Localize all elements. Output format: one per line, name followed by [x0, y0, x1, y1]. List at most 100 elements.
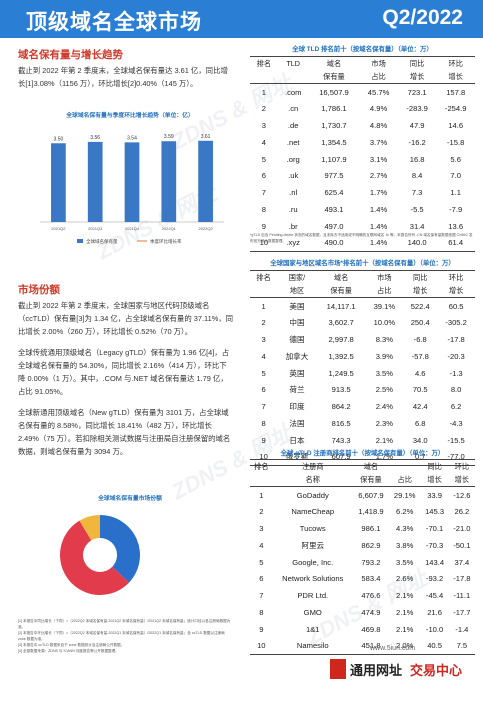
table-cell: -6.8 — [413, 334, 427, 344]
table-cell: 2.1% — [396, 607, 414, 617]
table-cell: 16.8 — [409, 154, 425, 164]
table-cell: 40.5 — [420, 637, 449, 655]
table-cell: 荷兰 — [289, 385, 305, 395]
table-row: 3 Tucows 986.1 4.3% -70.1 -21.0 — [250, 520, 475, 537]
table-cell: 21.6 — [427, 607, 442, 617]
table-cell: 2 — [261, 104, 266, 114]
table-cell: -12.6 — [453, 490, 471, 500]
legend-label: 季度环比增长率 — [150, 238, 182, 245]
bar — [198, 140, 213, 222]
table-header-cell: 排名 — [250, 56, 278, 70]
table-row: 2 .cn 1,786.1 4.9% -283.9 -254.9 — [250, 100, 475, 117]
logo-text: 通用网址 — [350, 663, 402, 678]
table-cell: 14.6 — [448, 120, 464, 130]
table-row: 9 日本 743.3 2.1% 34.0 -15.5 — [250, 432, 475, 449]
table-header-cell: 地区 — [277, 284, 317, 298]
table-cell: 26.2 — [454, 507, 470, 517]
table-row: 1 GoDaddy 6,607.9 29.1% 33.9 -12.6 — [250, 487, 475, 504]
table-cell: 1.4% — [359, 234, 398, 252]
table-cell: 743.3 — [331, 435, 351, 445]
table-cell: -57.8 — [411, 351, 429, 361]
legend-label: 全球域名保有量 — [86, 238, 118, 245]
legend-swatch — [77, 239, 83, 243]
table-header-cell — [277, 70, 309, 84]
table-cell: 4.6 — [414, 368, 426, 378]
table-cell: 5 — [259, 557, 264, 567]
table-cell: 476.6 — [361, 591, 381, 601]
table-cell: 143.4 — [425, 557, 445, 567]
table-cell: 2.6% — [396, 574, 414, 584]
table-cell: 977.5 — [324, 171, 344, 181]
pie-chart-title: 全球域名保有量市场份额 — [98, 496, 162, 502]
table-cell: .uk — [288, 171, 299, 181]
table-cell: -10.0 — [425, 624, 444, 634]
site-logo: 通用网址 交易中心 — [330, 659, 462, 679]
table-row: 2 NameCheap 1,418.9 6.2% 145.3 26.2 — [250, 503, 475, 520]
table-header-cell: 域名 — [352, 459, 389, 473]
table-cell: 14,117.1 — [326, 301, 356, 311]
table-cell: -283.9 — [406, 104, 428, 114]
table-cell: 1&1 — [305, 624, 320, 634]
table-cell: Network Solutions — [282, 574, 344, 584]
table-cell: 2.1% — [396, 624, 414, 634]
table-cell: 10 — [250, 637, 273, 655]
table-cell: 印度 — [289, 402, 305, 412]
table-cell: 986.1 — [361, 523, 381, 533]
table-cell: 4 — [261, 351, 266, 361]
table-header-cell: 环比 — [437, 270, 475, 284]
table-cell: 2.4% — [375, 402, 393, 412]
bar-value-label: 3.54 — [127, 135, 137, 141]
table-cell: 157.8 — [446, 87, 466, 97]
table-cell: 2 — [261, 318, 266, 328]
table-cell: 1 — [261, 87, 266, 97]
table-cell: 3.5% — [396, 557, 414, 567]
table-cell: 2.1% — [396, 591, 414, 601]
table-cell: 9 — [261, 221, 266, 231]
table-cell: 451.8 — [352, 637, 389, 655]
table-cell: 2.1% — [375, 435, 393, 445]
table-cell: 2.3% — [375, 418, 393, 428]
table-cell: 中国 — [289, 318, 305, 328]
footnote: [2] 本报告中环比增长（下同）=（2022Q2 末域名保有量-2022Q1 末… — [18, 631, 225, 641]
pie-slice — [100, 515, 140, 583]
table-row: 1 .com 16,507.9 45.7% 723.1 157.8 — [250, 84, 475, 101]
table-header-cell — [388, 459, 421, 473]
table-header-cell: 同比 — [397, 56, 437, 70]
category-label: 2022Q1 — [162, 226, 177, 231]
bar — [124, 142, 140, 222]
logo-tail: 交易中心 — [410, 663, 462, 678]
table-cell: 469.8 — [361, 624, 381, 634]
section-heading-share: 市场份额 — [18, 284, 60, 296]
table-cell: -70.3 — [425, 540, 444, 550]
new-gtld-paragraph: 全球新通用顶级域名（New gTLD）保有量为 3101 万，占全球域名保有量的… — [18, 408, 231, 456]
pie-slice — [59, 520, 129, 595]
table-row: 8 GMO 474.9 2.1% 21.6 -17.7 — [250, 604, 475, 621]
table-cell: 9 — [261, 435, 266, 445]
table-cell: 8.4 — [411, 171, 423, 181]
table-cell: 加拿大 — [285, 351, 309, 361]
table-cell: 6 — [261, 171, 266, 181]
market-share-pie-chart — [59, 515, 140, 595]
bar-value-label: 3.56 — [90, 135, 100, 141]
table-cell: 862.9 — [361, 540, 381, 550]
table-row: 5 Google, Inc. 793.2 3.5% 143.4 37.4 — [250, 554, 475, 571]
table-cell: 522.4 — [410, 301, 430, 311]
category-label: 2021Q4 — [125, 226, 140, 231]
site-url: www.5iurl.com — [370, 645, 416, 652]
table-cell: 7.5 — [448, 637, 475, 655]
country-ranking-table: 排名 国家/域名 市场 同比 环比 地区 保有量 占比 增长 增长 1 美国 14,117.1 39.1%… — [250, 270, 475, 466]
trend-paragraph: 截止到 2022 年第 2 季度末，全球域名保有量达 3.61 亿，同比增长[1… — [18, 66, 228, 88]
table-cell: 13.6 — [448, 221, 464, 231]
share-paragraphs: 截止到 2022 年第 2 季度末，全球国家与地区代码顶级域名（ccTLD）保有… — [18, 299, 234, 466]
table-header-cell: 排名 — [250, 459, 273, 473]
table-cell: 42.4 — [412, 402, 428, 412]
table-cell: 4.8% — [369, 120, 388, 130]
table-row: 4 阿里云 862.9 3.8% -70.3 -50.1 — [250, 537, 475, 554]
table-cell: Namesilo — [272, 637, 353, 655]
table-cell: 45.7% — [367, 87, 390, 97]
table-cell: 723.1 — [407, 87, 427, 97]
table-cell: 6.2% — [396, 507, 414, 517]
table-row: 9 .br 497.0 1.4% 31.4 13.6 — [250, 218, 475, 235]
table-cell: -7.9 — [449, 204, 463, 214]
pie-slice — [79, 515, 100, 541]
